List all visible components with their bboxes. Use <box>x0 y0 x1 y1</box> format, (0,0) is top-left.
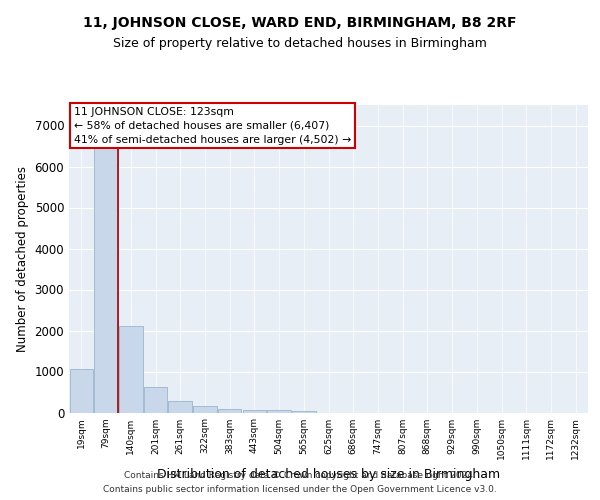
Bar <box>242 410 266 412</box>
Text: 11 JOHNSON CLOSE: 123sqm
← 58% of detached houses are smaller (6,407)
41% of sem: 11 JOHNSON CLOSE: 123sqm ← 58% of detach… <box>74 106 352 144</box>
Y-axis label: Number of detached properties: Number of detached properties <box>16 166 29 352</box>
Bar <box>70 370 93 412</box>
Bar <box>193 406 217 412</box>
Bar <box>268 410 291 412</box>
Text: 11, JOHNSON CLOSE, WARD END, BIRMINGHAM, B8 2RF: 11, JOHNSON CLOSE, WARD END, BIRMINGHAM,… <box>83 16 517 30</box>
Text: Contains HM Land Registry data © Crown copyright and database right 2024.: Contains HM Land Registry data © Crown c… <box>124 472 476 480</box>
Text: Contains public sector information licensed under the Open Government Licence v3: Contains public sector information licen… <box>103 484 497 494</box>
Bar <box>119 326 143 412</box>
Bar <box>218 408 241 412</box>
Text: Size of property relative to detached houses in Birmingham: Size of property relative to detached ho… <box>113 38 487 51</box>
Bar <box>144 387 167 412</box>
X-axis label: Distribution of detached houses by size in Birmingham: Distribution of detached houses by size … <box>157 468 500 481</box>
Bar <box>94 146 118 412</box>
Bar <box>169 400 192 412</box>
